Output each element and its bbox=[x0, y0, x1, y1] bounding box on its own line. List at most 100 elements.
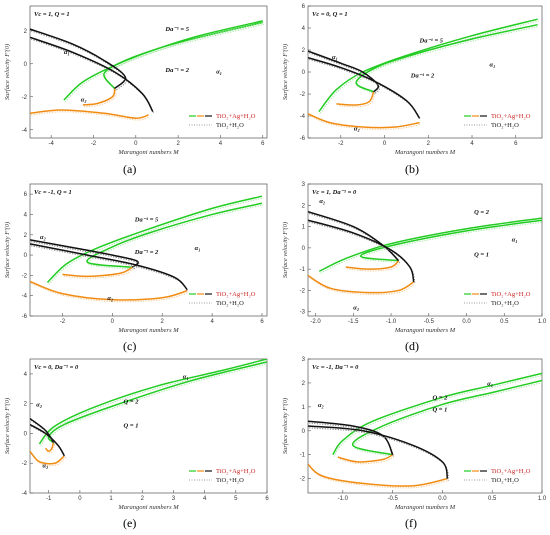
y-tick-label: -4 bbox=[22, 294, 28, 300]
series-curve-reference bbox=[31, 245, 189, 292]
series-curve-reference bbox=[309, 52, 381, 94]
series-curve-reference bbox=[63, 268, 134, 279]
curve-annotation: α₂ bbox=[353, 305, 359, 312]
series-curve-reference bbox=[87, 204, 264, 270]
series-curve bbox=[308, 210, 400, 262]
y-tick-label: 2 bbox=[24, 402, 28, 408]
series-curve-reference bbox=[333, 374, 542, 457]
curve-annotation: Da⁻¹ = 5 bbox=[134, 217, 159, 224]
series-curve bbox=[46, 195, 263, 284]
y-axis-label: Surface velocity F'(0) bbox=[4, 44, 11, 100]
x-tick-label: 2 bbox=[161, 319, 165, 325]
series-curve-reference bbox=[46, 444, 56, 454]
x-tick-label: -1.0 bbox=[386, 319, 397, 325]
series-curve bbox=[30, 36, 154, 112]
curve-annotation: Da⁻¹ = 5 bbox=[164, 26, 189, 33]
series-curve bbox=[332, 372, 542, 456]
curve-annotation: Da⁻¹ = 5 bbox=[419, 37, 444, 44]
plot-frame bbox=[29, 358, 268, 494]
series-curve bbox=[308, 56, 421, 119]
x-tick-label: 0 bbox=[134, 141, 138, 147]
legend-entry-2: TiO₂+H₂O bbox=[491, 300, 519, 307]
series-curve bbox=[318, 217, 542, 272]
y-tick-label: 6 bbox=[302, 4, 306, 10]
series-curve bbox=[308, 50, 380, 93]
x-tick-label: 2 bbox=[176, 141, 180, 147]
chart-svg: -2 0 2 4 6 -6 -4 -2 0 2 4 6 Marangoni numbers M Surfa… bbox=[282, 4, 543, 156]
x-tick-label: 1.0 bbox=[538, 496, 547, 502]
y-tick-label: -6 bbox=[22, 314, 28, 320]
series-curve-reference bbox=[309, 422, 395, 457]
curve-annotation: Q = 2 bbox=[432, 395, 448, 402]
curve-annotation: α₂ bbox=[354, 125, 360, 132]
series-curve-reference bbox=[308, 465, 449, 489]
curve-annotation: α₁ bbox=[512, 236, 518, 243]
legend-entry-1: TiO₂+Ag+H₂O bbox=[216, 113, 256, 120]
series-curve bbox=[62, 266, 133, 278]
curve-annotation: Da⁻¹ = 2 bbox=[410, 73, 435, 80]
series-curve-reference bbox=[319, 20, 539, 114]
chart-svg: -4 -2 0 2 4 6 -4 -2 0 2 Marangoni numbers M Surface… bbox=[4, 5, 268, 156]
y-tick-label: 1 bbox=[302, 405, 306, 411]
x-tick-label: 4 bbox=[470, 141, 474, 147]
chart-svg: -2.0 -1.5 -1.0 -0.5 0.0 0.5 1.0 -3 -2 -1 0 1 2 3 Maran… bbox=[282, 182, 547, 334]
series-curve-reference bbox=[309, 221, 416, 284]
x-tick-label: 6 bbox=[514, 141, 518, 147]
legend-entry-1: TiO₂+Ag+H₂O bbox=[491, 291, 531, 298]
legend-entry-2: TiO₂+H₂O bbox=[491, 477, 519, 484]
series-curve-reference bbox=[64, 23, 265, 103]
series-curve bbox=[82, 88, 116, 106]
x-tick-label: 4 bbox=[203, 496, 207, 502]
panel-d: -2.0 -1.5 -1.0 -0.5 0.0 0.5 1.0 -3 -2 -1 0 1 2 3 Maran… bbox=[278, 178, 550, 338]
plot-frame bbox=[307, 183, 543, 317]
y-tick-label: -2 bbox=[300, 288, 306, 294]
x-tick-label: 0.5 bbox=[500, 319, 509, 325]
x-axis-label: Marangoni numbers M bbox=[117, 327, 179, 334]
y-tick-label: -4 bbox=[22, 128, 28, 134]
panel-letter-d: (d) bbox=[405, 339, 419, 353]
curve-annotation: Da⁻¹ = 2 bbox=[134, 249, 159, 256]
x-tick-label: -0.5 bbox=[387, 496, 398, 502]
y-axis-label: Surface velocity F'(0) bbox=[282, 398, 289, 454]
curve-annotation: α₂ bbox=[36, 402, 42, 409]
series-curve-reference bbox=[31, 30, 128, 91]
series-curve bbox=[318, 18, 538, 113]
x-tick-label: 6 bbox=[265, 496, 269, 502]
x-tick-label: -2 bbox=[60, 319, 66, 325]
series-curve bbox=[336, 91, 375, 106]
panel-letter-c: (c) bbox=[123, 339, 137, 353]
legend-entry-2: TiO₂+H₂O bbox=[216, 477, 244, 484]
x-tick-label: -1.5 bbox=[348, 319, 359, 325]
parameter-label: Vc = 1, Q = 1 bbox=[34, 11, 70, 18]
x-tick-label: 3 bbox=[172, 496, 176, 502]
series-curve bbox=[38, 359, 267, 445]
series-curve bbox=[355, 23, 538, 93]
legend-entry-2: TiO₂+H₂O bbox=[216, 122, 244, 129]
y-tick-label: 4 bbox=[302, 26, 306, 32]
series-curve-reference bbox=[361, 221, 542, 263]
x-tick-label: 6 bbox=[261, 141, 265, 147]
panel-b: -2 0 2 4 6 -6 -4 -2 0 2 4 6 Marangoni numbers M Surfa… bbox=[278, 0, 550, 160]
series-curve-reference bbox=[48, 197, 264, 285]
plot-frame bbox=[29, 5, 268, 139]
curve-annotation: α₁ bbox=[487, 380, 493, 387]
curve-annotation: α₂ bbox=[107, 295, 113, 302]
curve-annotation: α₂ bbox=[40, 234, 46, 241]
x-axis-label: Marangoni numbers M bbox=[117, 149, 179, 156]
curve-annotation: Q = 1 bbox=[474, 251, 489, 258]
curve-annotation: α₂ bbox=[42, 463, 48, 470]
y-axis-label: Surface velocity F'(0) bbox=[4, 398, 11, 454]
chart-svg: -2 0 2 4 6 -6 -4 -2 0 2 4 6 Marangoni numbers M Surfa… bbox=[4, 183, 268, 334]
y-tick-label: -2 bbox=[300, 477, 306, 483]
y-tick-label: 3 bbox=[302, 182, 306, 188]
y-tick-label: -4 bbox=[300, 114, 306, 120]
series-curve-reference bbox=[353, 382, 542, 458]
curve-annotation: α₁ bbox=[195, 245, 201, 252]
legend-entry-1: TiO₂+Ag+H₂O bbox=[216, 468, 256, 475]
series-curve bbox=[308, 425, 449, 479]
y-tick-label: 3 bbox=[302, 357, 306, 363]
y-tick-label: 0 bbox=[24, 253, 28, 259]
x-tick-label: 2 bbox=[141, 496, 145, 502]
y-tick-label: -1 bbox=[300, 453, 306, 459]
series-curve-reference bbox=[104, 22, 265, 91]
